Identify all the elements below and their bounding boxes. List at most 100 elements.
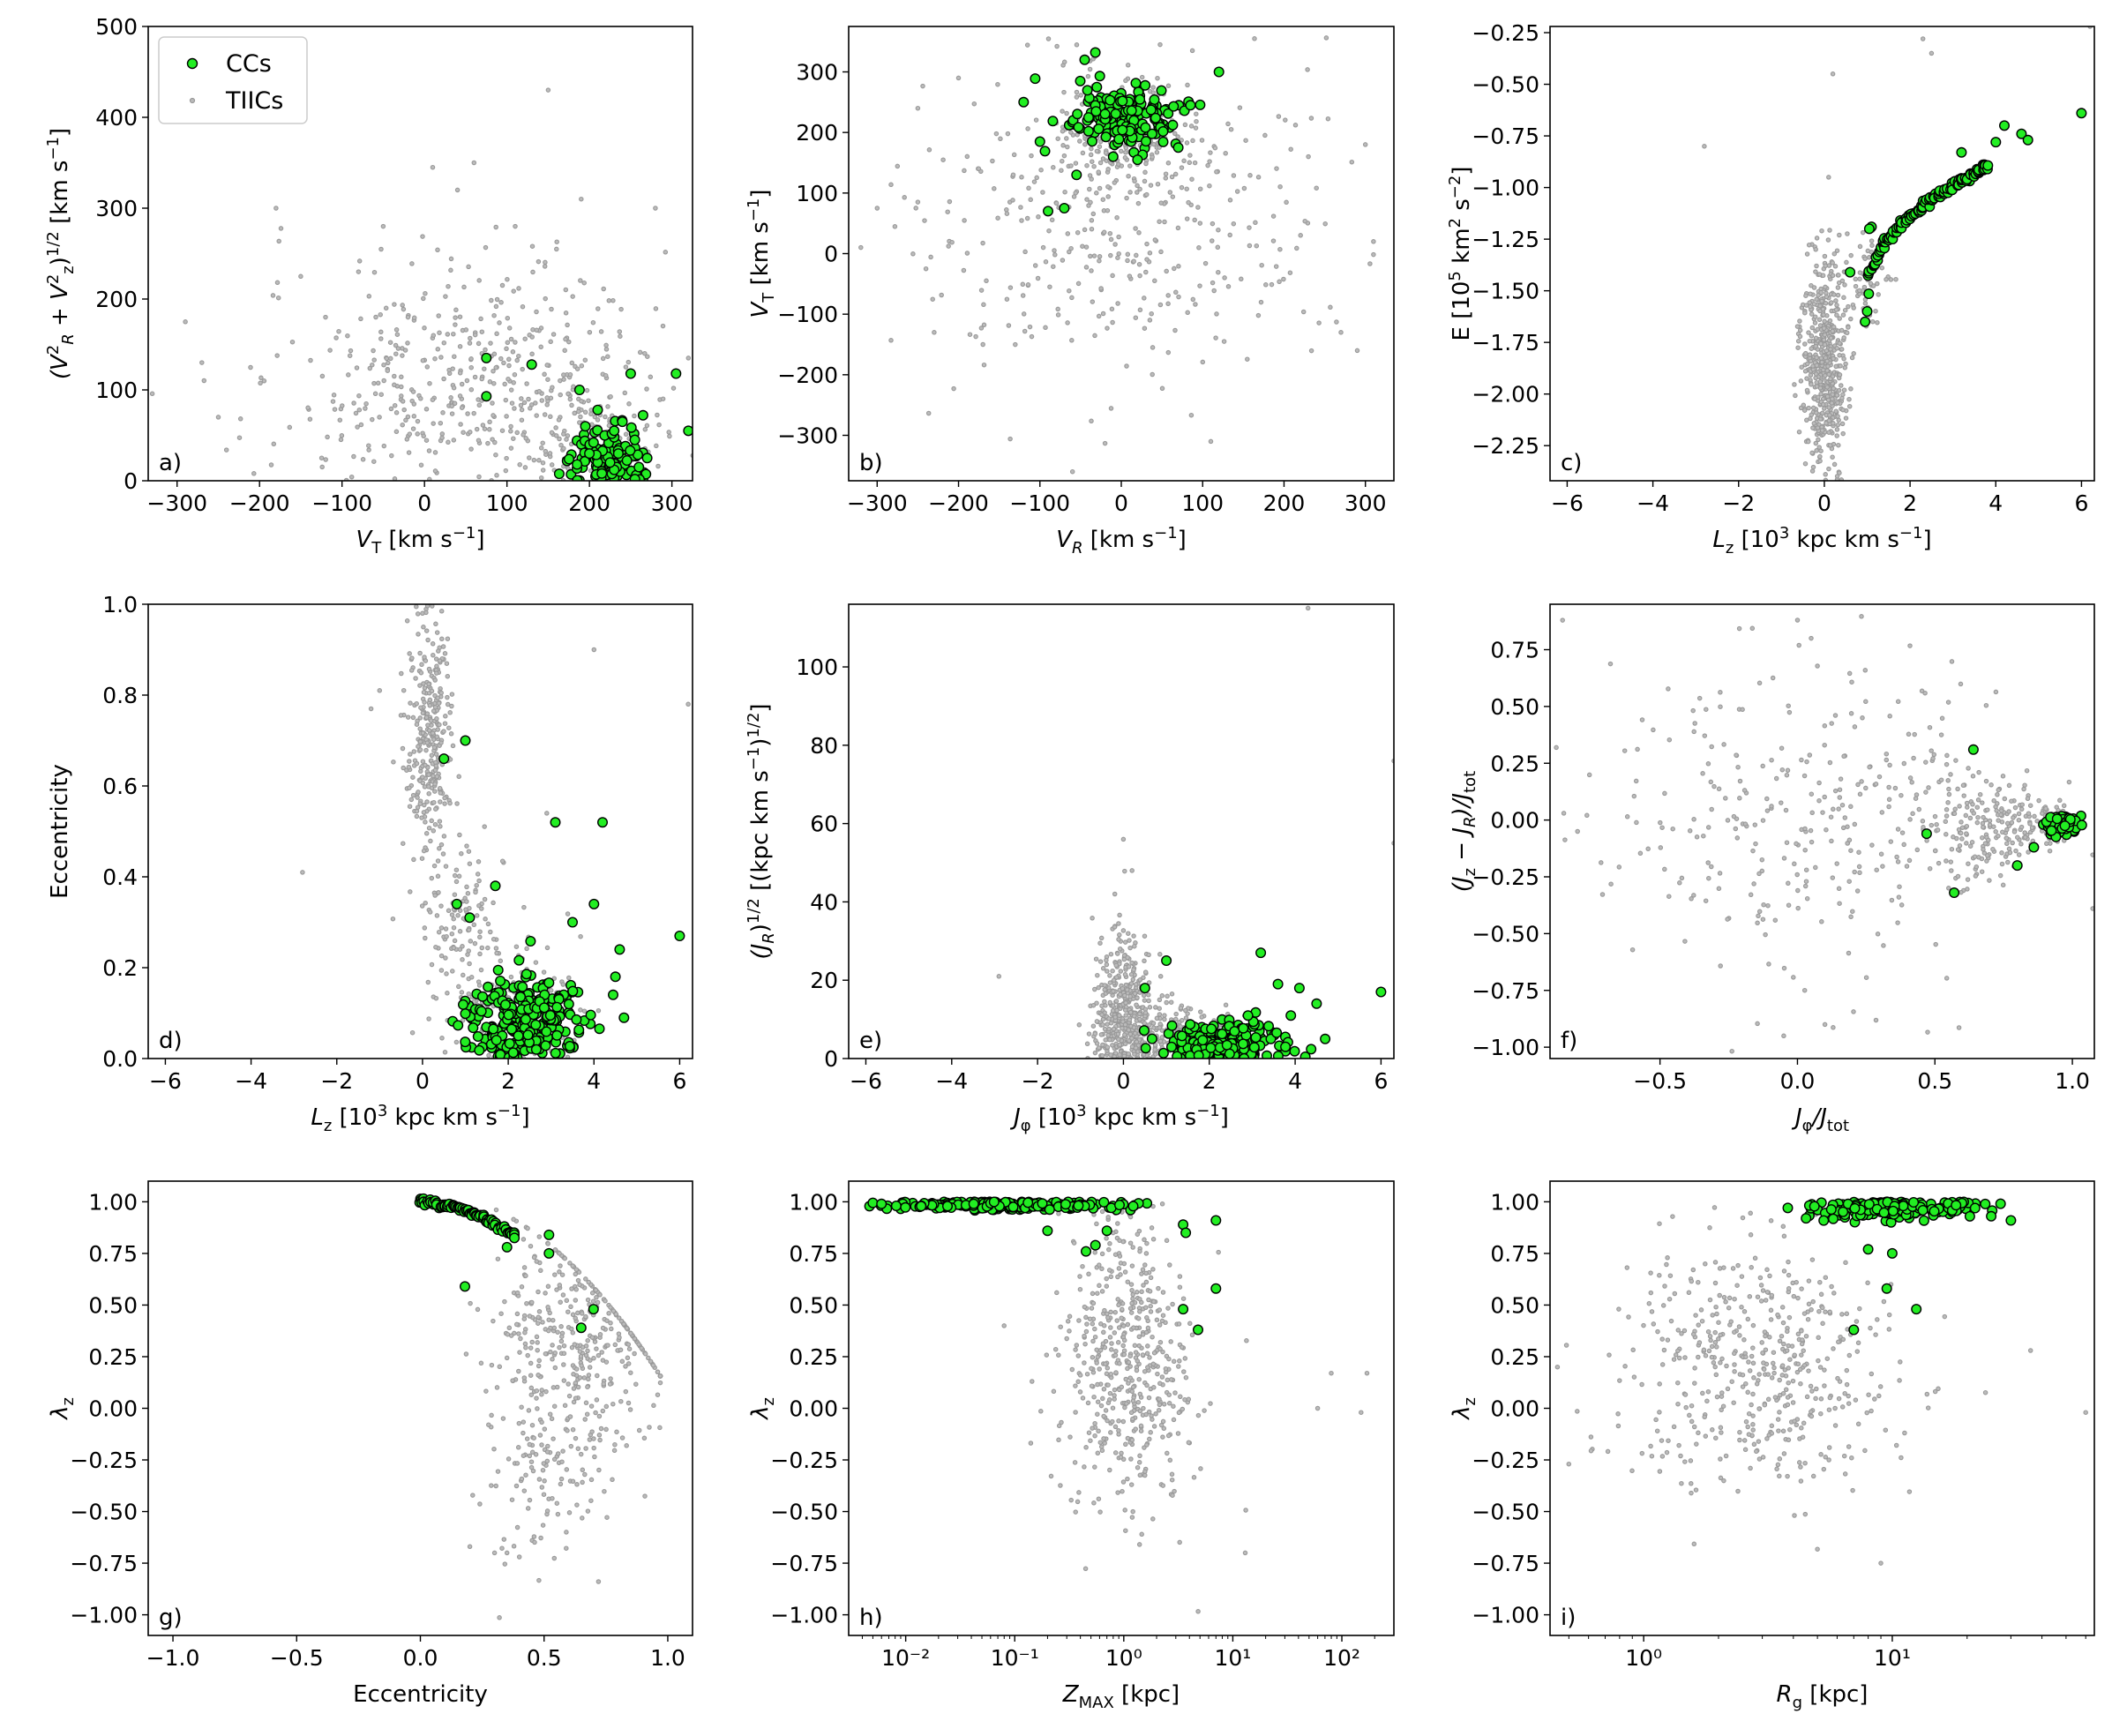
tiic-point: [1061, 153, 1067, 159]
tiic-point: [1208, 150, 1213, 155]
cc-point: [530, 1044, 542, 1055]
cc-point: [506, 1023, 518, 1035]
tiic-point: [2026, 849, 2031, 855]
tiic-point: [1835, 285, 1841, 290]
tiic-point: [1709, 744, 1714, 750]
tiic-point: [1100, 311, 1106, 317]
label-segment: L: [311, 1104, 324, 1131]
tiic-point: [1958, 889, 1964, 895]
tiic-point: [578, 933, 583, 939]
tiic-point: [356, 407, 363, 413]
tiic-point: [1843, 361, 1848, 367]
tiic-point: [1863, 785, 1869, 791]
tiic-point: [375, 380, 381, 386]
tiic-point: [533, 400, 538, 406]
tiic-point: [920, 83, 925, 89]
label-segment: + V: [47, 282, 73, 333]
x-tick-label: 6: [672, 1068, 686, 1094]
tiic-point: [1152, 278, 1157, 284]
cc-point: [1157, 1047, 1169, 1059]
tiic-point: [435, 873, 441, 879]
tiic-point: [431, 421, 436, 426]
tiic-point: [1208, 438, 1214, 445]
tiic-point: [431, 745, 438, 751]
tiic-point: [404, 618, 410, 624]
tiic-point: [1993, 689, 1999, 695]
tiic-point: [1958, 819, 1964, 825]
tiic-point: [1838, 363, 1843, 369]
tiic-point: [524, 946, 529, 952]
tiic-point: [1966, 861, 1971, 866]
tiic-point: [493, 224, 498, 230]
tiic-point: [995, 215, 1000, 221]
tiic-point: [1848, 316, 1854, 322]
tiic-point: [536, 458, 542, 463]
cc-point: [1140, 122, 1151, 133]
tiic-point: [1150, 345, 1156, 350]
tiic-point: [512, 406, 517, 411]
tiic-point: [366, 443, 371, 448]
tiic-point: [1083, 244, 1090, 250]
tiic-point: [1840, 825, 1846, 831]
tiic-point: [371, 459, 377, 464]
cc-point: [1248, 1042, 1260, 1053]
tiic-point: [1133, 226, 1138, 231]
tiic-point: [1258, 299, 1264, 305]
tiic-point: [984, 278, 989, 284]
tiic-point: [1806, 438, 1811, 445]
tiic-point: [588, 411, 594, 417]
label-segment: 1/2: [44, 231, 63, 257]
tiic-point: [1159, 385, 1165, 392]
tiic-point: [1804, 376, 1809, 381]
tiic-point: [363, 400, 369, 407]
x-tick-label: 100: [486, 490, 528, 516]
tiic-point: [1822, 794, 1827, 800]
tiic-point: [476, 983, 483, 988]
tiic-point: [1820, 273, 1826, 279]
tiic-point: [955, 75, 962, 81]
tiic-point: [1829, 838, 1834, 844]
label-segment: R: [1072, 539, 1083, 557]
tiic-point: [2027, 821, 2033, 827]
tiic-point: [1165, 161, 1172, 166]
y-tick-label: 0.00: [1490, 808, 1539, 834]
tiic-point: [1824, 368, 1830, 373]
tiic-point: [529, 351, 535, 357]
tiic-point: [1981, 814, 1986, 820]
tiic-point: [358, 422, 364, 428]
axes-frame: [1549, 26, 2095, 482]
tiic-point: [1284, 199, 1289, 206]
tiic-point: [670, 385, 677, 391]
tiic-point: [1183, 1007, 1188, 1014]
tiic-point: [1142, 998, 1148, 1003]
tiic-point: [1832, 713, 1839, 718]
cc-point: [1238, 1038, 1249, 1050]
tiic-point: [1338, 330, 1344, 335]
tiic-point: [429, 962, 435, 968]
tiic-point: [1061, 89, 1067, 95]
x-tick-label: −200: [229, 490, 290, 516]
tiic-point: [508, 423, 513, 430]
tiic-point: [1247, 173, 1253, 178]
tiic-point: [1857, 870, 1862, 876]
tiic-point: [570, 1312, 576, 1318]
tiic-point: [1983, 778, 1989, 784]
tiic-point: [1142, 326, 1148, 331]
tiic-point: [1349, 159, 1355, 165]
tiic-point: [1126, 1027, 1132, 1033]
tiic-point: [1772, 917, 1779, 923]
tiic-point: [2004, 827, 2010, 833]
tiic-point: [333, 335, 339, 340]
tiic-point: [1836, 273, 1841, 278]
tiic-point: [1253, 220, 1258, 226]
tiic-point: [566, 975, 572, 981]
tiic-point: [1815, 425, 1821, 430]
tiic-point: [1316, 320, 1322, 326]
tiic-point: [1786, 593, 1790, 596]
tiic-point: [417, 747, 423, 752]
cc-point: [618, 1012, 630, 1023]
tiic-point: [1168, 999, 1174, 1005]
tiic-point: [1288, 146, 1293, 152]
tiic-point: [318, 455, 325, 460]
